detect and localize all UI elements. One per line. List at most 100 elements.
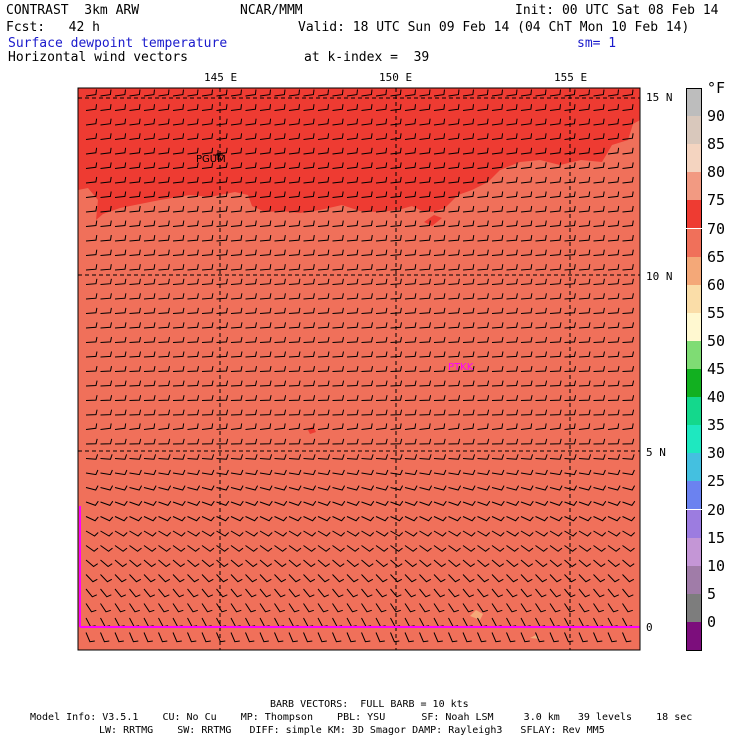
wind-barb (433, 293, 446, 300)
wind-barb (100, 162, 112, 169)
wind-barb (114, 264, 127, 271)
wind-barb (332, 380, 345, 387)
wind-barb (491, 500, 505, 507)
wind-barb (245, 454, 258, 460)
wind-barb (129, 322, 141, 329)
wind-barb (448, 632, 458, 643)
wind-barb (158, 469, 171, 476)
wind-barb (607, 104, 619, 111)
wind-barb (419, 574, 432, 583)
wind-barb (477, 278, 489, 285)
wind-barb (187, 205, 199, 213)
wind-barb (564, 118, 576, 126)
wind-barb (448, 336, 460, 343)
wind-barb (187, 559, 200, 568)
wind-barb (520, 235, 533, 242)
wind-barb (114, 500, 128, 507)
wind-barb (317, 454, 331, 460)
wind-barb (622, 380, 635, 387)
wind-barb (172, 89, 184, 97)
model-info-line2: LW: RRTMG SW: RRTMG DIFF: simple KM: 3D … (99, 725, 605, 736)
wind-barb (419, 366, 431, 372)
wind-barb (346, 104, 358, 111)
wind-barb (129, 438, 142, 445)
wind-barb (491, 264, 504, 271)
wind-barb (390, 632, 400, 643)
wind-barb (158, 307, 170, 314)
wind-barb (607, 191, 620, 198)
wind-barb (230, 366, 243, 372)
colorbar-swatch (686, 593, 702, 622)
wind-barb (549, 366, 562, 372)
wind-barb (346, 205, 359, 213)
wind-barb (288, 500, 302, 507)
wind-barb (332, 500, 346, 507)
map-frame (77, 87, 641, 651)
wind-barb (477, 176, 489, 184)
wind-barb (506, 530, 520, 537)
wind-barb (129, 516, 143, 522)
wind-barb (361, 205, 373, 213)
wind-barb (303, 632, 313, 643)
wind-barb (404, 632, 414, 643)
wind-barb (158, 336, 170, 343)
wind-barb (390, 559, 403, 568)
wind-barb (564, 191, 576, 198)
wind-barb (506, 438, 519, 445)
wind-barb (187, 147, 199, 155)
wind-barb (245, 438, 258, 445)
wind-barb (578, 485, 592, 491)
wind-barb (187, 322, 199, 329)
wind-barb (100, 278, 112, 285)
wind-barb (245, 366, 257, 372)
wind-barb (404, 588, 417, 598)
wind-barb (129, 336, 141, 343)
wind-barb (506, 545, 519, 552)
wind-barb (303, 205, 315, 213)
wind-barb (216, 454, 229, 460)
wind-barb (549, 351, 562, 358)
wind-barb (230, 351, 243, 358)
wind-barb (578, 574, 591, 583)
wind-barb (419, 133, 431, 140)
wind-barb (477, 264, 489, 271)
wind-barb (404, 220, 417, 227)
wind-barb (622, 395, 635, 401)
wind-barb (158, 632, 168, 643)
wind-barb (477, 530, 491, 537)
wind-barb (578, 500, 592, 507)
wind-barb (303, 176, 315, 184)
wind-barb (622, 632, 632, 643)
wind-barb (535, 485, 549, 491)
wind-barb (404, 409, 417, 416)
wind-barb (390, 278, 402, 285)
wind-barb (100, 530, 114, 537)
wind-barb (506, 293, 518, 300)
wind-barb (448, 545, 461, 552)
wind-barb (564, 632, 574, 643)
wind-barb (607, 307, 620, 314)
wind-barb (158, 235, 170, 242)
colorbar-label: 15 (707, 528, 726, 547)
wind-barb (201, 162, 214, 169)
wind-barb (607, 162, 620, 169)
wind-barb (303, 588, 315, 598)
wind-barb (593, 574, 606, 583)
wind-barb (549, 293, 562, 300)
wind-barb (317, 469, 331, 476)
wind-barb (506, 118, 518, 126)
wind-barb (520, 278, 533, 285)
wind-barb (100, 118, 112, 126)
wind-barb (85, 545, 99, 552)
wind-barb (390, 205, 402, 213)
wind-barb (390, 603, 401, 613)
wind-barb (201, 559, 214, 568)
wind-barb (245, 603, 256, 613)
wind-barb (404, 162, 417, 169)
wind-barb (607, 500, 621, 507)
wind-barb (201, 278, 214, 285)
wind-barb (506, 220, 518, 227)
wind-barb (419, 380, 432, 387)
wind-barb (578, 438, 591, 445)
wind-barb (332, 336, 344, 343)
